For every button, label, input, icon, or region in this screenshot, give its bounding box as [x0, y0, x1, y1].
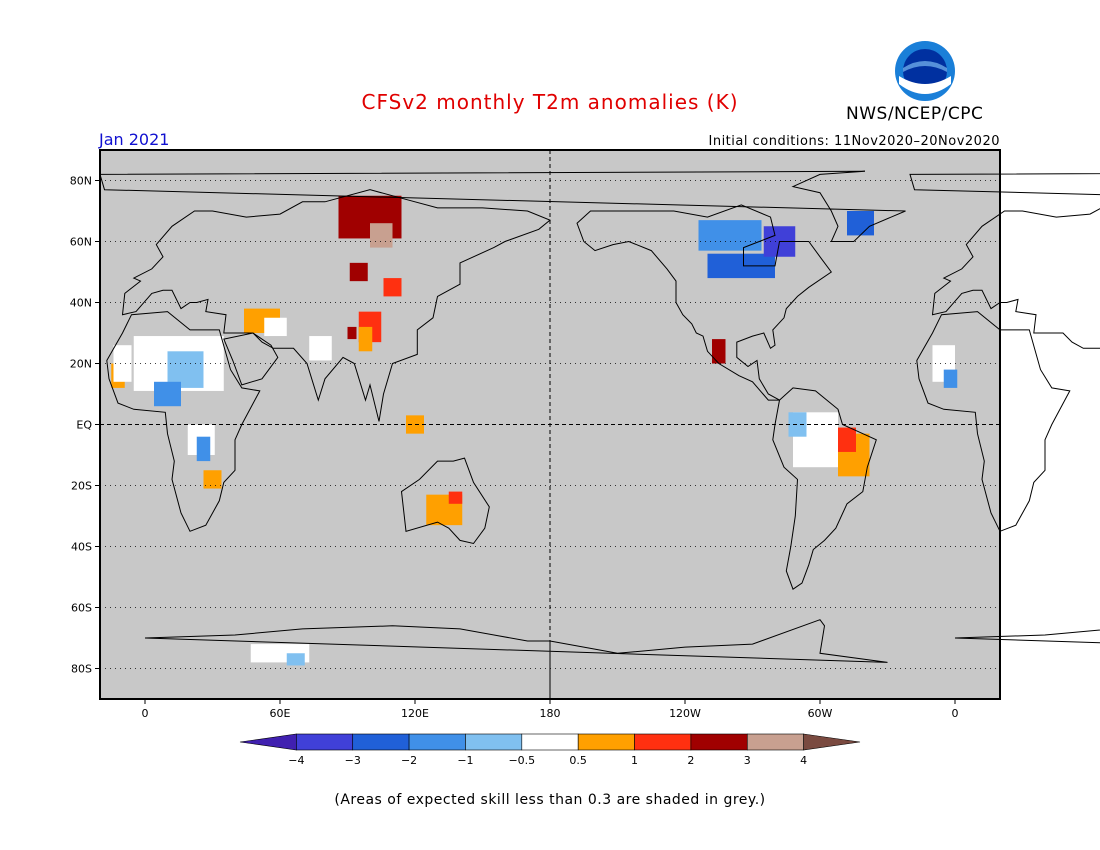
legend-tick-label: 0.5 — [569, 754, 587, 767]
legend-swatch — [577, 733, 635, 751]
anomaly-patch — [847, 211, 874, 236]
coastline-europe-asia — [931, 208, 1100, 349]
anomaly-patch — [203, 470, 222, 489]
lat-tick-label: 40N — [70, 297, 92, 310]
legend-tick-label: 1 — [631, 754, 638, 767]
lat-tick-label: EQ — [76, 419, 92, 432]
lat-tick-label: 60S — [71, 602, 92, 615]
anomaly-patch — [448, 491, 463, 504]
legend-swatch — [296, 733, 354, 751]
anomaly-patch — [712, 339, 726, 364]
lon-tick-label: 120E — [401, 707, 429, 720]
legend-tick-label: 3 — [744, 754, 751, 767]
coastline-arabia — [223, 332, 279, 386]
legend-arrow-high — [803, 733, 861, 751]
lon-tick-label: 180 — [540, 707, 561, 720]
lat-tick-label: 20S — [71, 480, 92, 493]
lat-tick-label: 60N — [70, 236, 92, 249]
legend-tick-label: −1 — [457, 754, 473, 767]
anomaly-patch — [264, 317, 287, 337]
anomaly-patch — [788, 412, 807, 437]
anomaly-patch — [698, 220, 762, 251]
coastline-africa — [106, 311, 261, 532]
lon-tick-label: 60W — [808, 707, 833, 720]
legend-tick-label: −0.5 — [508, 754, 535, 767]
anomaly-patch — [838, 427, 856, 452]
legend-tick-label: 2 — [687, 754, 694, 767]
legend-arrow-low — [239, 733, 297, 751]
anomaly-patch — [383, 278, 402, 297]
page-title: CFSv2 monthly T2m anomalies (K) — [361, 90, 739, 114]
coastline-australia — [400, 457, 490, 545]
forecast-month: Jan 2021 — [99, 130, 170, 149]
coastline-antarctica — [954, 629, 1100, 644]
initial-conditions: Initial conditions: 11Nov2020–20Nov2020 — [708, 134, 1000, 149]
legend-tick-label: −2 — [401, 754, 417, 767]
anomaly-patch — [349, 262, 368, 282]
anomaly-patch — [113, 345, 132, 382]
legend-tick-label: −4 — [288, 754, 304, 767]
legend-tick-label: 4 — [800, 754, 807, 767]
coastline-antarctica — [144, 619, 888, 699]
anomaly-patch — [154, 381, 181, 407]
lon-tick-label: 0 — [952, 707, 959, 720]
lon-tick-label: 0 — [142, 707, 149, 720]
legend-swatch — [352, 733, 410, 751]
coastlines — [99, 170, 1100, 699]
noaa-logo-icon — [895, 41, 955, 101]
anomaly-patch — [196, 436, 211, 462]
anomaly-patches — [111, 195, 958, 666]
legend-swatch — [690, 733, 748, 751]
anomaly-patch — [358, 326, 373, 352]
legend-swatch — [634, 733, 692, 751]
coastline-greenland — [99, 170, 906, 242]
coastline-south-america — [772, 387, 877, 590]
anomaly-patch — [309, 336, 332, 361]
lon-tick-label: 60E — [270, 707, 291, 720]
coastline-europe-asia — [121, 189, 551, 422]
lat-tick-label: 80S — [71, 663, 92, 676]
lat-tick-label: 40S — [71, 541, 92, 554]
legend-swatch — [408, 733, 466, 751]
anomaly-patch — [347, 326, 357, 340]
anomaly-patch — [286, 653, 305, 666]
legend-tick-label: −3 — [345, 754, 361, 767]
anomaly-patch — [943, 369, 958, 388]
skill-note: (Areas of expected skill less than 0.3 a… — [334, 792, 766, 808]
legend-swatch — [746, 733, 804, 751]
lat-tick-label: 20N — [70, 358, 92, 371]
grid-lines — [100, 150, 1000, 699]
legend-swatch — [465, 733, 523, 751]
legend-swatch — [521, 733, 579, 751]
lon-tick-label: 120W — [669, 707, 701, 720]
lat-tick-label: 80N — [70, 175, 92, 188]
organization-label: NWS/NCEP/CPC — [846, 104, 984, 124]
